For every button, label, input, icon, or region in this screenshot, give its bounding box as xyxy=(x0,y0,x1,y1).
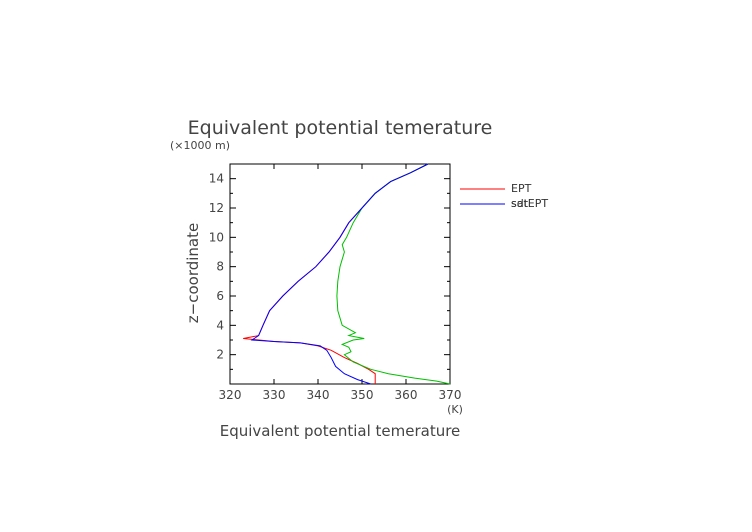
y-axis-label: z−coordinate xyxy=(184,223,202,323)
y-tick-label: 8 xyxy=(216,260,224,274)
y-tick-label: 2 xyxy=(216,348,224,362)
legend-label-ept: EPT xyxy=(511,182,532,195)
x-unit-label: (K) xyxy=(447,403,463,416)
x-tick-label: 340 xyxy=(307,388,330,402)
y-tick-label: 6 xyxy=(216,289,224,303)
x-tick-label: 350 xyxy=(351,388,374,402)
axis-ticks: 320 330 340 350 360 370 2 4 6 8 10 12 14 xyxy=(209,164,462,402)
x-tick-label: 320 xyxy=(219,388,242,402)
y-tick-label: 10 xyxy=(209,230,224,244)
series-line-sdt xyxy=(250,163,429,385)
plot-frame xyxy=(229,163,451,385)
x-axis-label: Equivalent potential temerature xyxy=(220,422,461,440)
chart-title: Equivalent potential temerature xyxy=(188,117,493,139)
x-tick-label: 330 xyxy=(263,388,286,402)
y-tick-label: 12 xyxy=(209,201,224,215)
legend-label-sdt: sdt xyxy=(511,197,529,210)
series-lines xyxy=(243,163,451,385)
legend-label-satept: satEPT xyxy=(511,197,548,210)
series-line-satept xyxy=(336,163,451,385)
x-tick-label: 360 xyxy=(395,388,418,402)
series-line-ept xyxy=(243,163,429,384)
y-unit-label: (×1000 m) xyxy=(170,139,230,152)
y-tick-label: 14 xyxy=(209,172,224,186)
y-tick-label: 4 xyxy=(216,318,224,332)
x-tick-label: 370 xyxy=(439,388,462,402)
